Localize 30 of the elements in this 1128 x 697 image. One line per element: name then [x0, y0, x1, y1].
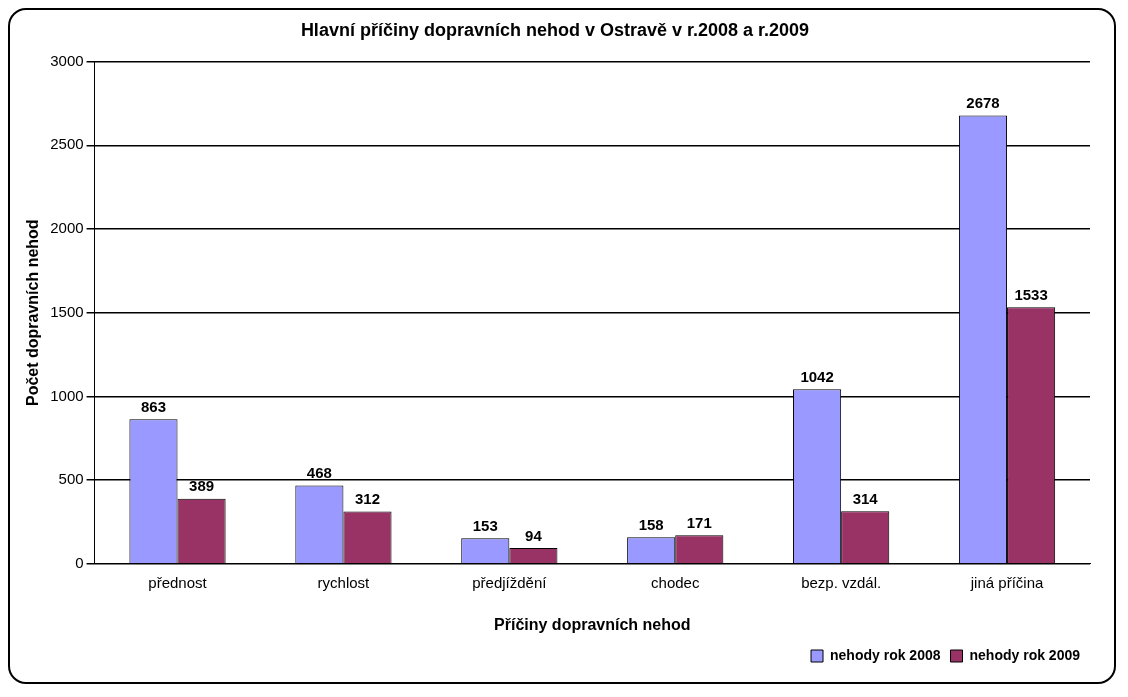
- x-axis-title: Příčiny dopravních nehod: [494, 615, 691, 633]
- data-label: 1533: [1014, 285, 1048, 303]
- x-tick-label: rychlost: [317, 573, 371, 591]
- data-label: 2678: [966, 94, 1000, 112]
- legend-label: nehody rok 2009: [969, 646, 1081, 663]
- data-label: 863: [140, 397, 166, 415]
- x-tick-label: chodec: [651, 573, 700, 591]
- x-tick-label: bezp. vzdál.: [801, 573, 882, 591]
- x-tick-label: předjíždění: [472, 573, 548, 591]
- data-label: 312: [354, 490, 380, 508]
- x-tick-label: jiná příčina: [969, 573, 1044, 591]
- y-tick-label: 1500: [50, 302, 84, 320]
- chart-title: Hlavní příčiny dopravních nehod v Ostravě v r.2008 a r.2009: [300, 19, 810, 40]
- data-label: 1042: [800, 368, 834, 386]
- data-label: 389: [189, 477, 215, 495]
- y-tick-label: 2500: [50, 135, 84, 153]
- y-tick-label: 3000: [50, 51, 84, 69]
- y-tick-label: 0: [75, 553, 84, 571]
- data-label: 314: [852, 489, 879, 507]
- data-label: 171: [686, 513, 712, 531]
- data-label: 153: [472, 516, 498, 534]
- data-label: 94: [525, 526, 543, 544]
- y-tick-label: 1000: [50, 386, 84, 404]
- data-label: 158: [638, 515, 664, 533]
- legend-label: nehody rok 2008: [830, 646, 941, 663]
- y-tick-label: 2000: [50, 219, 84, 237]
- y-axis-title: Počet dopravních nehod: [24, 219, 42, 407]
- x-tick-label: přednost: [148, 573, 208, 591]
- data-label: 468: [306, 464, 332, 482]
- y-tick-label: 500: [58, 470, 84, 488]
